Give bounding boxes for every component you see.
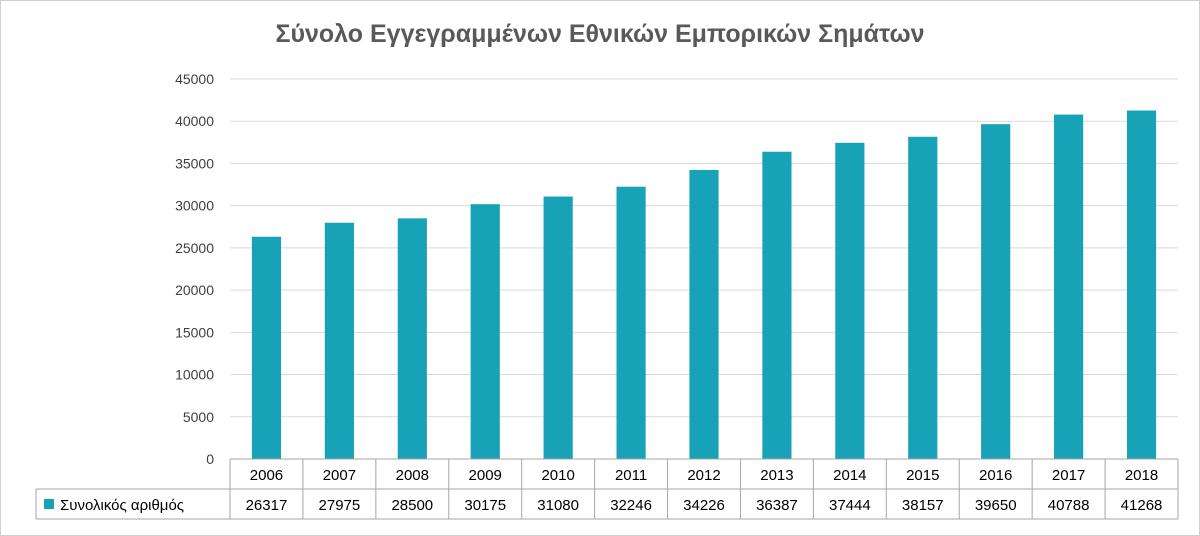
y-tick-label: 10000 xyxy=(175,367,214,383)
data-table-value: 27975 xyxy=(319,497,361,514)
bar xyxy=(616,186,646,459)
bar xyxy=(908,136,938,459)
y-tick-label: 5000 xyxy=(183,409,214,425)
bar xyxy=(689,169,719,459)
x-tick-label: 2014 xyxy=(833,467,866,484)
chart-title: Σύνολο Εγγεγραμμένων Εθνικών Εμπορικών Σ… xyxy=(275,20,925,48)
y-tick-label: 40000 xyxy=(175,113,214,129)
data-table-value: 34226 xyxy=(683,497,725,514)
y-tick-label: 35000 xyxy=(175,155,214,171)
data-table-value: 30175 xyxy=(464,497,506,514)
legend-key xyxy=(44,499,54,509)
y-tick-label: 15000 xyxy=(175,324,214,340)
x-tick-label: 2007 xyxy=(323,467,356,484)
bar xyxy=(543,196,573,459)
x-tick-label: 2015 xyxy=(906,467,939,484)
x-tick-label: 2010 xyxy=(541,467,574,484)
bar xyxy=(470,204,500,459)
x-tick-label: 2008 xyxy=(396,467,429,484)
bar xyxy=(324,222,354,459)
bar xyxy=(762,151,792,459)
data-table-value: 39650 xyxy=(975,497,1017,514)
x-tick-label: 2006 xyxy=(250,467,283,484)
legend-label: Συνολικός αριθμός xyxy=(60,497,184,514)
x-tick-label: 2017 xyxy=(1052,467,1085,484)
x-tick-label: 2018 xyxy=(1125,467,1158,484)
data-table-value: 32246 xyxy=(610,497,652,514)
data-table-value: 26317 xyxy=(246,497,288,514)
data-table-value: 38157 xyxy=(902,497,944,514)
x-tick-label: 2009 xyxy=(469,467,502,484)
bar xyxy=(251,236,282,459)
data-table-value: 28500 xyxy=(391,497,433,514)
y-tick-label: 0 xyxy=(206,451,214,467)
data-table-value: 37444 xyxy=(829,497,871,514)
x-tick-label: 2011 xyxy=(615,467,647,484)
x-tick-label: 2012 xyxy=(687,467,720,484)
y-tick-label: 20000 xyxy=(175,282,214,298)
bar xyxy=(397,218,427,459)
y-tick-label: 45000 xyxy=(175,71,214,87)
data-table-value: 40788 xyxy=(1048,497,1090,514)
data-table-value: 36387 xyxy=(756,497,798,514)
y-tick-label: 25000 xyxy=(175,240,214,256)
bar xyxy=(1054,114,1084,460)
y-tick-label: 30000 xyxy=(175,198,214,214)
x-tick-label: 2016 xyxy=(979,467,1012,484)
bar xyxy=(981,124,1011,459)
data-table-value: 31080 xyxy=(537,497,579,514)
data-table-value: 41268 xyxy=(1121,497,1163,514)
bar xyxy=(1126,110,1157,460)
bar xyxy=(835,142,865,460)
x-tick-label: 2013 xyxy=(760,467,793,484)
